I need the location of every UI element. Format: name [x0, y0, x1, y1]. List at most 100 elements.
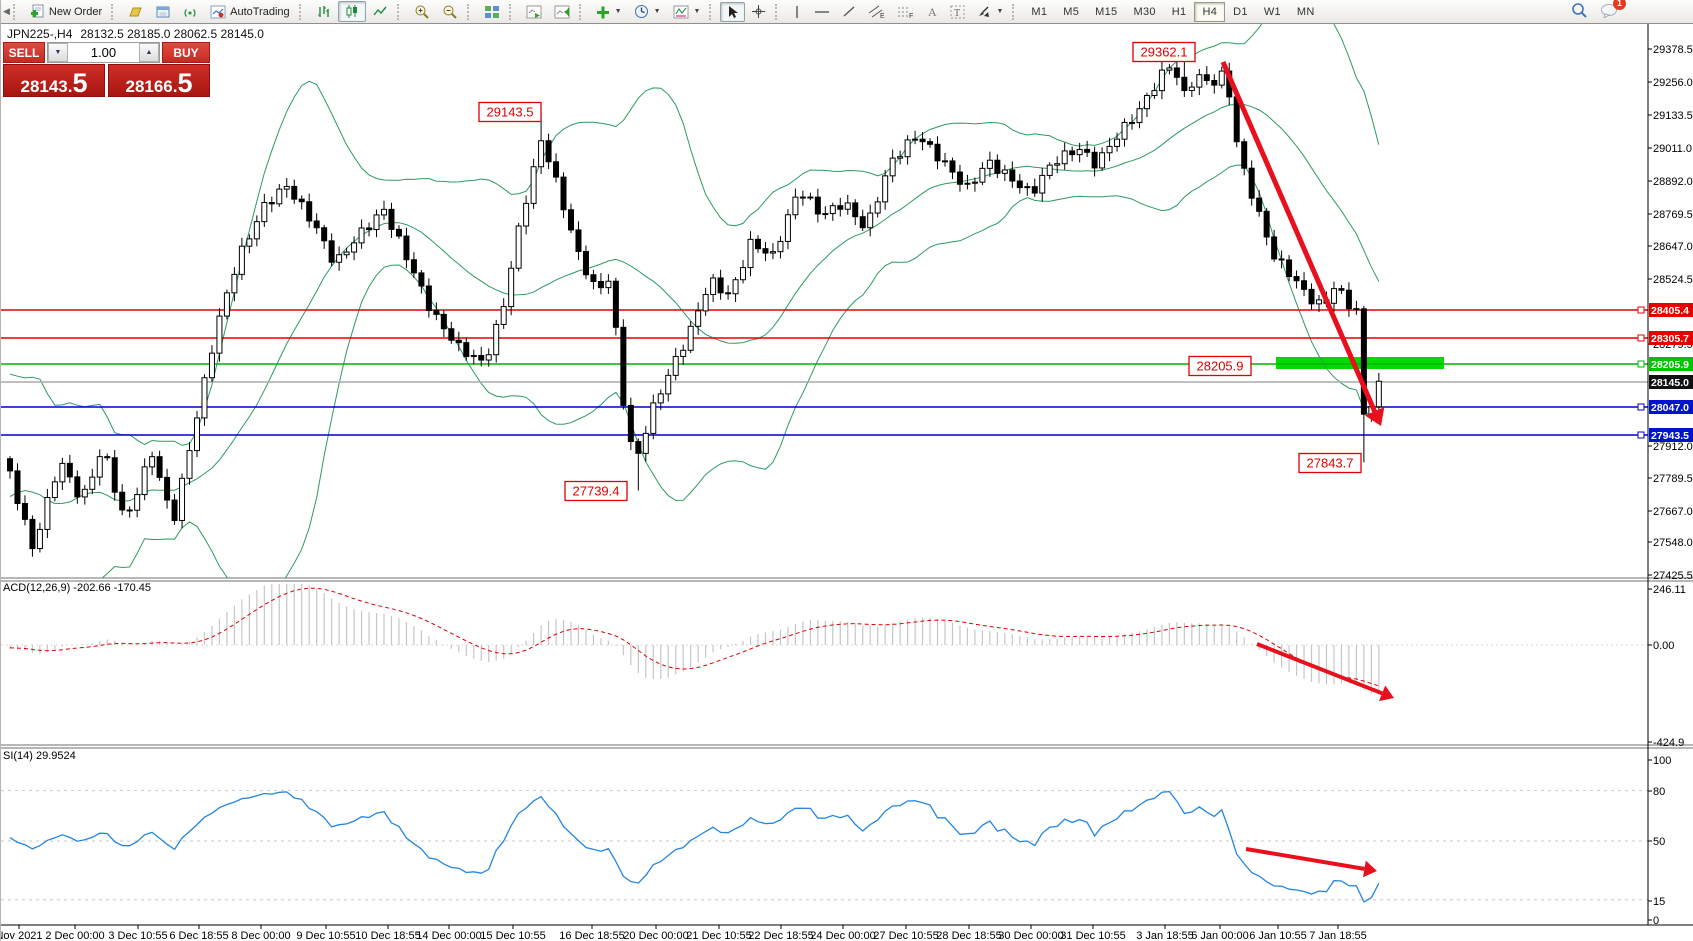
tile-windows-icon[interactable]	[478, 2, 506, 22]
time-axis-label: 31 Dec 10:55	[1060, 930, 1125, 941]
line-handle[interactable]	[1637, 360, 1645, 368]
sell-price[interactable]: 28143. 5	[3, 64, 105, 97]
horizontal-line-tool-icon[interactable]	[808, 3, 836, 21]
line-handle[interactable]	[1637, 403, 1645, 411]
price-annotation-27739.4[interactable]: 27739.4	[564, 480, 628, 502]
volume-input[interactable]	[68, 43, 139, 62]
svg-text:28405.4: 28405.4	[1651, 305, 1689, 317]
sell-button[interactable]: SELL	[3, 42, 45, 63]
toolbar-grip[interactable]	[709, 3, 716, 20]
price-annotation-28205.9[interactable]: 28205.9	[1188, 355, 1252, 377]
time-axis-label: 28 Dec 18:55	[936, 930, 1001, 941]
periods-button[interactable]: ▼	[628, 1, 667, 22]
toolbar-grip[interactable]	[578, 3, 586, 20]
zoom-out-icon[interactable]	[436, 1, 464, 22]
cursor-tool-icon[interactable]	[720, 1, 746, 22]
new-order-label: New Order	[48, 5, 103, 18]
timeframe-button-MN[interactable]: MN	[1296, 5, 1315, 18]
toolbar-grip[interactable]	[1012, 3, 1019, 20]
price-badge-28305.7: 28305.7	[1649, 331, 1693, 345]
price-annotation-29362.1[interactable]: 29362.1	[1132, 41, 1196, 63]
toolbar-grip[interactable]	[775, 3, 782, 20]
auto-scroll-icon[interactable]	[520, 2, 548, 22]
buy-price[interactable]: 28166. 5	[108, 64, 210, 97]
new-order-button[interactable]: New Order	[24, 1, 108, 22]
signals-icon-button[interactable]	[177, 2, 204, 22]
price-badge-28205.9: 28205.9	[1649, 357, 1693, 371]
candlestick-chart-type-icon[interactable]	[337, 1, 366, 22]
line-handle[interactable]	[1637, 334, 1645, 342]
svg-text:27739.4: 27739.4	[573, 484, 620, 499]
autotrading-label: AutoTrading	[230, 5, 290, 18]
timeframe-button-H1[interactable]: H1	[1171, 5, 1187, 18]
timeframe-button-M5[interactable]: M5	[1063, 5, 1080, 18]
chart-shift-icon[interactable]	[548, 2, 576, 22]
price-axis-label: 28524.5	[1653, 274, 1693, 286]
price-axis-label: 29133.5	[1653, 110, 1693, 122]
price-axis-label: 27789.5	[1653, 473, 1693, 485]
svg-text:29362.1: 29362.1	[1141, 45, 1188, 60]
time-axis-label: 24 Dec 00:00	[810, 930, 875, 941]
toolbar-grip[interactable]	[466, 3, 474, 20]
vertical-line-tool-icon[interactable]	[786, 2, 808, 22]
volume-increase-button[interactable]: ▲	[139, 43, 159, 62]
zoom-in-icon[interactable]	[408, 1, 436, 22]
timeframe-button-M1[interactable]: M1	[1031, 5, 1048, 18]
market-watch-icon-button[interactable]	[122, 2, 149, 22]
rsi-trend-arrow[interactable]	[1245, 847, 1377, 878]
label-tool-icon[interactable]: T	[944, 2, 971, 22]
data-window-icon-button[interactable]	[149, 2, 177, 22]
equidistant-channel-tool-icon[interactable]: E	[862, 2, 891, 22]
toolbar-grip[interactable]	[111, 3, 118, 20]
price-annotation-27843.7[interactable]: 27843.7	[1298, 452, 1362, 474]
timeframe-button-D1[interactable]: D1	[1233, 5, 1248, 18]
add-indicator-button[interactable]: ▼	[590, 2, 628, 22]
macd-trend-arrow[interactable]	[1256, 642, 1394, 702]
autotrading-button[interactable]: AutoTrading	[204, 2, 296, 22]
fibonacci-tool-icon[interactable]: F	[891, 2, 920, 22]
arrows-tool-button[interactable]: ▼	[971, 2, 1009, 21]
timeframe-button-M15[interactable]: M15	[1095, 5, 1118, 18]
timeframe-button-H4[interactable]: H4	[1194, 1, 1226, 22]
price-badge-28405.4: 28405.4	[1649, 303, 1693, 317]
toolbar-grip[interactable]	[12, 3, 20, 20]
text-tool-icon[interactable]: A	[920, 2, 944, 21]
macd-axis-label: -424.9	[1653, 737, 1684, 749]
time-axis-label: Nov 2021	[1, 930, 43, 941]
toolbar-grip[interactable]	[298, 3, 306, 20]
support-zone-box[interactable]	[1276, 357, 1444, 369]
price-axis-label: 28892.0	[1653, 176, 1693, 188]
sell-price-main: 28143.	[20, 77, 73, 96]
crosshair-tool-icon[interactable]	[745, 1, 772, 22]
volume-decrease-button[interactable]: ▼	[48, 43, 68, 62]
bar-chart-type-icon[interactable]	[310, 1, 338, 22]
line-handle[interactable]	[1637, 306, 1645, 314]
trendline-tool-icon[interactable]	[836, 2, 862, 21]
timeframe-button-M30[interactable]: M30	[1133, 5, 1156, 18]
toolbar-grip[interactable]	[508, 3, 516, 20]
price-annotation-29143.5[interactable]: 29143.5	[478, 101, 542, 123]
macd-axis-label: 0.00	[1653, 640, 1674, 652]
sell-price-frac: 5	[72, 68, 88, 99]
rsi-pane	[1, 790, 1648, 903]
time-axis-label: 2 Dec 00:00	[45, 930, 104, 941]
ohlc-values: 28132.5 28185.0 28062.5 28145.0	[80, 27, 264, 41]
search-icon[interactable]	[1571, 2, 1588, 22]
notifications-icon[interactable]: 1	[1600, 0, 1626, 21]
buy-price-frac: 5	[177, 68, 193, 99]
line-chart-type-icon[interactable]	[366, 1, 394, 22]
toolbar-overflow-icon[interactable]: ◀	[3, 6, 10, 16]
timeframe-button-W1[interactable]: W1	[1263, 5, 1281, 18]
buy-button[interactable]: BUY	[162, 42, 210, 63]
macd-label: ACD(12,26,9) -202.66 -170.45	[3, 582, 151, 594]
time-axis-label: 16 Dec 18:55	[559, 930, 624, 941]
line-handle[interactable]	[1637, 431, 1645, 439]
price-axis-label: 28647.0	[1653, 241, 1693, 253]
price-trend-arrow[interactable]	[1220, 61, 1385, 426]
templates-button[interactable]: ▼	[667, 2, 707, 22]
toolbar-grip[interactable]	[396, 3, 404, 20]
notification-count-badge: 1	[1613, 0, 1626, 10]
svg-text:T: T	[954, 8, 960, 19]
time-axis-label: 5 Jan 00:00	[1191, 930, 1249, 941]
